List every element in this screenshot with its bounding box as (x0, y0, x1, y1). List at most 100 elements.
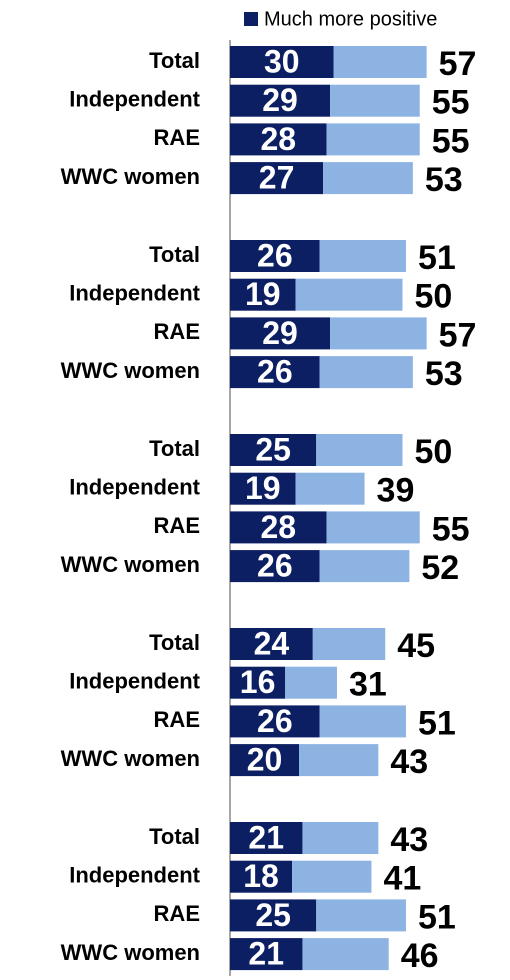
data-label: 28 (261, 509, 297, 545)
bar-segment (302, 938, 389, 971)
bar-segment (230, 744, 299, 777)
bar-segment (319, 240, 406, 272)
category-label: RAE (154, 901, 200, 926)
total-label: 50 (415, 278, 453, 316)
total-label: 51 (418, 898, 456, 936)
category-label: RAE (154, 513, 200, 538)
bar-segment (326, 123, 420, 156)
bar-segment (316, 434, 403, 466)
bar-segment (326, 511, 420, 544)
data-label: 27 (259, 160, 295, 196)
data-label: 30 (264, 43, 300, 79)
data-label: 21 (248, 936, 284, 972)
category-label: Total (149, 48, 200, 73)
data-label: 25 (255, 897, 291, 933)
total-label: 39 (377, 472, 415, 510)
category-label: Independent (69, 669, 200, 694)
category-label: Independent (69, 281, 200, 306)
bar-segment (319, 550, 410, 583)
data-label: 29 (262, 315, 298, 351)
bar-segment (333, 46, 427, 78)
total-label: 51 (418, 239, 456, 277)
bar-segment (295, 278, 403, 311)
bar-segment (230, 356, 320, 389)
bar-segment (319, 705, 406, 738)
bar-segment (230, 472, 296, 505)
category-label: Total (149, 436, 200, 461)
total-label: 52 (421, 549, 459, 587)
bar-segment (230, 666, 286, 699)
bar-segment (230, 84, 331, 117)
data-label: 24 (254, 625, 290, 661)
total-label: 43 (390, 743, 428, 781)
bar-segment (230, 46, 334, 78)
category-label: Independent (69, 475, 200, 500)
data-label: 26 (257, 548, 293, 584)
total-label: 57 (439, 45, 477, 83)
total-label: 50 (415, 433, 453, 471)
bar-segment (299, 744, 379, 777)
total-label: 55 (432, 84, 470, 122)
total-label: 46 (401, 937, 439, 975)
bar-segment (230, 550, 320, 583)
data-label: 21 (248, 819, 284, 855)
bar-segment (230, 317, 331, 350)
category-label: WWC women (61, 940, 200, 965)
category-label: Independent (69, 863, 200, 888)
bar-segment (230, 240, 320, 272)
total-label: 55 (432, 122, 470, 160)
data-label: 26 (257, 237, 293, 273)
bar-segment (230, 938, 303, 971)
bar-segment (230, 278, 296, 311)
bar-segment (230, 705, 320, 738)
category-label: RAE (154, 125, 200, 150)
category-label: RAE (154, 707, 200, 732)
total-label: 45 (397, 627, 435, 665)
data-label: 19 (245, 276, 281, 312)
bar-segment (292, 860, 372, 893)
bar-segment (319, 356, 413, 389)
bar-segment (230, 123, 327, 156)
total-label: 57 (439, 316, 477, 354)
total-label: 51 (418, 704, 456, 742)
total-label: 43 (390, 821, 428, 859)
data-label: 28 (261, 121, 297, 157)
data-label: 20 (247, 742, 283, 778)
bar-segment (312, 628, 386, 660)
bar-segment (330, 84, 420, 117)
bar-segment (230, 511, 327, 544)
data-label: 25 (255, 431, 291, 467)
category-label: Independent (69, 87, 200, 112)
total-label: 53 (425, 161, 463, 199)
total-label: 31 (349, 666, 387, 704)
bar-segment (230, 628, 313, 660)
bar-segment (230, 899, 317, 932)
data-label: 18 (243, 858, 279, 894)
legend-swatch (244, 12, 258, 26)
category-label: RAE (154, 319, 200, 344)
bar-segment (285, 666, 337, 699)
bar-segment (230, 434, 317, 466)
bar-segment (330, 317, 427, 350)
category-label: Total (149, 242, 200, 267)
total-label: 55 (432, 510, 470, 548)
total-label: 41 (383, 860, 421, 898)
category-label: Total (149, 824, 200, 849)
bar-segment (302, 822, 379, 854)
category-label: Total (149, 630, 200, 655)
data-label: 29 (262, 82, 298, 118)
legend-label: Much more positive (264, 8, 437, 30)
data-label: 26 (257, 354, 293, 390)
total-label: 53 (425, 355, 463, 393)
data-label: 19 (245, 470, 281, 506)
data-label: 26 (257, 703, 293, 739)
category-label: WWC women (61, 358, 200, 383)
bar-segment (230, 860, 293, 893)
bar-segment (323, 162, 413, 195)
data-label: 16 (240, 664, 276, 700)
category-label: WWC women (61, 746, 200, 771)
category-label: WWC women (61, 552, 200, 577)
bar-segment (295, 472, 365, 505)
category-label: WWC women (61, 164, 200, 189)
